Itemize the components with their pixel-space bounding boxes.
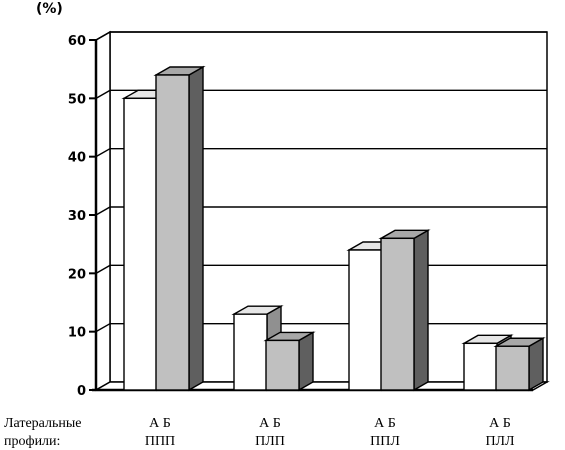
category-label: ПЛП — [255, 434, 285, 449]
gridline — [95, 147, 547, 158]
category-series-labels: А Б — [374, 416, 396, 431]
bar-side-face — [413, 229, 429, 392]
bar-Б-ПЛП — [263, 331, 316, 392]
category-label: ППП — [145, 434, 175, 449]
gridlines — [95, 31, 547, 333]
gridline — [95, 31, 547, 41]
bar-front-face — [380, 237, 415, 391]
category-labels: А Б ППП А Б ПЛП А Б ППЛ А Б ПЛЛ — [145, 416, 515, 449]
gridline — [95, 89, 547, 99]
category-label: ПЛЛ — [485, 434, 515, 449]
bar-front-face — [348, 249, 383, 391]
bars — [121, 65, 546, 392]
y-tick-label: 50 — [68, 92, 86, 107]
category-series-labels: А Б — [259, 416, 281, 431]
bar-front-face — [463, 342, 498, 391]
bar-front-face — [495, 345, 530, 391]
bar-Б-ПЛЛ — [493, 337, 546, 392]
bar-front-face — [155, 74, 190, 391]
y-tick-label: 60 — [68, 34, 86, 49]
category-series-labels: А Б — [149, 416, 171, 431]
y-unit-label: (%) — [36, 1, 63, 17]
bar-front-face — [265, 339, 300, 391]
category-label: ППЛ — [370, 434, 400, 449]
bar-side-face — [298, 331, 314, 392]
row-label-line1: Латеральные — [4, 416, 82, 431]
y-tick-label: 30 — [68, 209, 86, 224]
category-series-labels: А Б — [489, 416, 511, 431]
row-label-line2: профили: — [4, 434, 60, 449]
bar-side-face — [528, 337, 544, 392]
y-tick-label: 0 — [77, 384, 86, 399]
bar-Б-ППЛ — [378, 229, 431, 392]
bar-side-face — [188, 65, 204, 392]
bar-Б-ППП — [153, 65, 206, 392]
y-tick-label: 40 — [68, 151, 86, 166]
y-tick-label: 10 — [68, 326, 86, 341]
bar-front-face — [123, 97, 158, 391]
gridline — [95, 206, 547, 216]
y-tick-label: 20 — [68, 267, 86, 282]
bar-front-face — [233, 313, 268, 391]
